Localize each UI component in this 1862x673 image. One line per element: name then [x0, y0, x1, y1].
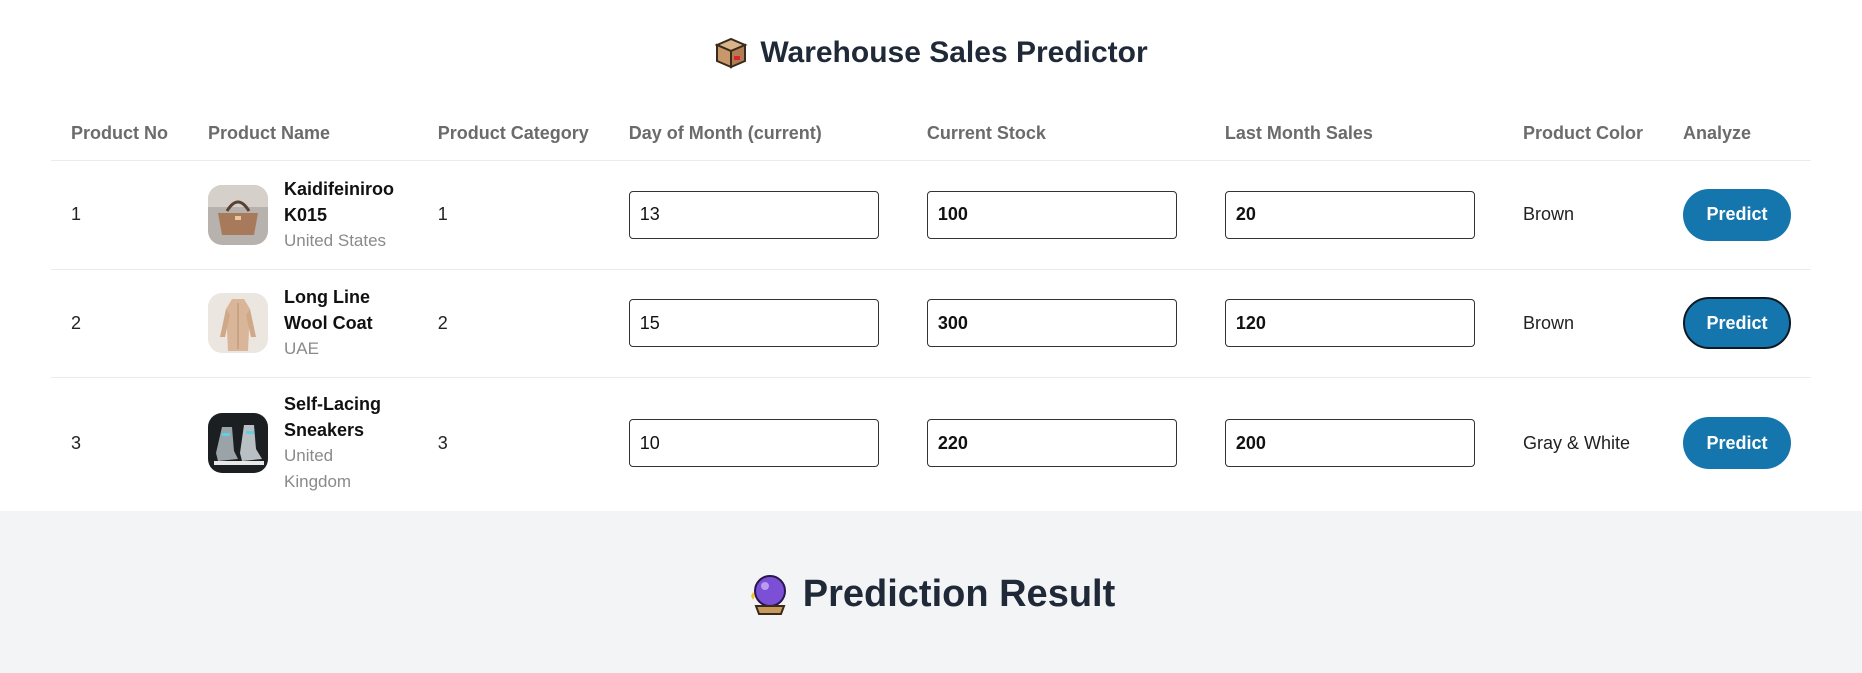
product-no: 3: [71, 432, 82, 453]
col-current-stock: Current Stock: [906, 108, 1205, 161]
result-header: Prediction Result: [0, 572, 1862, 616]
col-product-name: Product Name: [188, 108, 418, 161]
product-name: Self-Lacing Sneakers: [284, 394, 382, 441]
day-of-month-input[interactable]: [628, 190, 879, 239]
product-cell: Kaidifeiniroo K015 United States: [208, 176, 398, 254]
product-country: United Kingdom: [284, 446, 352, 492]
col-day-of-month: Day of Month (current): [608, 108, 907, 161]
sneakers-icon: [208, 413, 268, 474]
last-month-sales-input[interactable]: [1224, 299, 1475, 347]
current-stock-input[interactable]: [926, 190, 1177, 239]
current-stock-input[interactable]: [926, 419, 1177, 468]
col-product-color: Product Color: [1502, 108, 1663, 161]
products-table: Product No Product Name Product Category…: [51, 108, 1811, 509]
current-stock-input[interactable]: [926, 299, 1177, 347]
product-cell: Long Line Wool Coat UAE: [208, 284, 398, 362]
coat-icon: [208, 293, 268, 353]
table-row: 2 Long Line: [51, 269, 1811, 378]
day-of-month-input[interactable]: [628, 299, 879, 347]
last-month-sales-input[interactable]: [1224, 190, 1475, 239]
col-product-no: Product No: [51, 108, 188, 161]
result-title: Prediction Result: [802, 572, 1116, 615]
predictor-panel: Warehouse Sales Predictor Product No Pro…: [0, 0, 1862, 511]
product-color: Brown: [1502, 160, 1663, 270]
table-header-row: Product No Product Name Product Category…: [51, 108, 1811, 161]
package-box-icon: [714, 36, 748, 70]
product-country: UAE: [284, 339, 319, 358]
table-row: 3: [51, 377, 1811, 509]
product-color: Gray & White: [1522, 432, 1631, 453]
col-analyze: Analyze: [1663, 108, 1811, 161]
product-category: 3: [437, 432, 448, 453]
product-no: 1: [51, 160, 188, 270]
col-product-category: Product Category: [417, 108, 609, 161]
header: Warehouse Sales Predictor: [0, 36, 1862, 70]
predict-button[interactable]: Predict: [1683, 297, 1791, 349]
product-name: Long Line Wool Coat: [284, 287, 373, 333]
product-no: 2: [51, 269, 188, 378]
handbag-icon: [208, 184, 268, 245]
product-category: 2: [417, 269, 609, 378]
day-of-month-input[interactable]: [628, 419, 879, 468]
product-name: Kaidifeiniroo K015: [284, 178, 395, 225]
product-cell: Self-Lacing Sneakers United Kingdom: [208, 391, 398, 495]
page-title: Warehouse Sales Predictor: [760, 36, 1148, 69]
product-country: United States: [284, 230, 387, 250]
product-color: Brown: [1502, 269, 1663, 378]
predict-button[interactable]: Predict: [1683, 188, 1791, 241]
table-row: 1 Kaidifeini: [51, 160, 1811, 270]
col-last-month-sales: Last Month Sales: [1204, 108, 1503, 161]
last-month-sales-input[interactable]: [1224, 419, 1475, 468]
predict-button[interactable]: Predict: [1683, 417, 1791, 470]
crystal-ball-icon: [747, 572, 791, 616]
product-category: 1: [417, 160, 609, 270]
